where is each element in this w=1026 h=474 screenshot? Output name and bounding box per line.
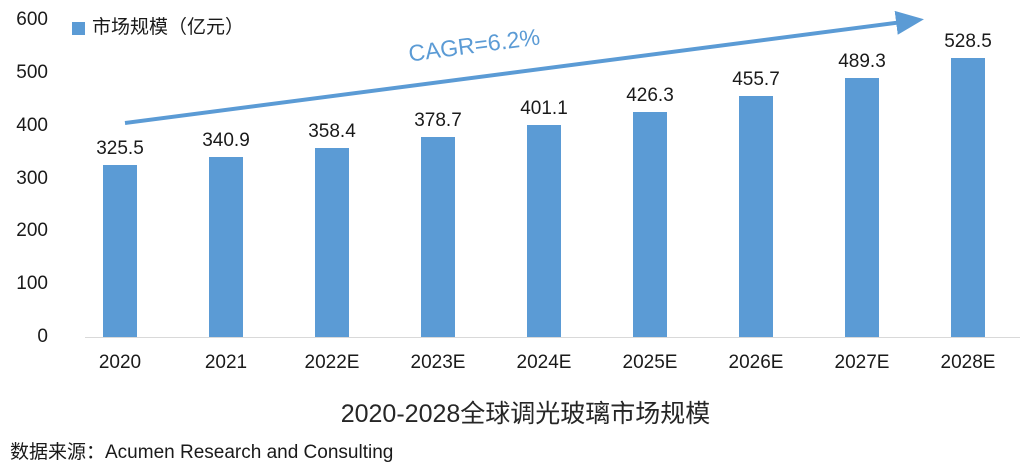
bar (103, 165, 137, 337)
x-axis-tick-label: 2021 (204, 352, 248, 373)
chart-title: 2020-2028全球调光玻璃市场规模 (340, 400, 711, 428)
legend: 市场规模（亿元） (72, 18, 244, 38)
y-axis-tick-label: 300 (16, 167, 48, 189)
x-axis-baseline (85, 337, 1020, 338)
y-axis-tick-label: 500 (16, 61, 48, 83)
bar-value-label: 401.1 (520, 98, 568, 119)
x-axis-tick-label: 2023E (410, 352, 466, 373)
x-axis-tick-label: 2020 (98, 352, 142, 373)
y-axis-tick-label: 200 (16, 220, 48, 242)
x-axis-tick-label: 2025E (622, 352, 678, 373)
y-axis-tick-label: 100 (16, 273, 48, 295)
data-source-note: 数据来源：Acumen Research and Consulting (10, 442, 394, 463)
bar-value-label: 340.9 (202, 130, 250, 151)
bar-value-label: 455.7 (732, 69, 780, 90)
bar-value-label: 489.3 (838, 51, 886, 72)
y-axis-tick-label: 400 (16, 114, 48, 136)
y-axis-tick-label: 0 (37, 326, 48, 347)
bar-value-label: 358.4 (308, 121, 356, 142)
bar (315, 148, 349, 337)
bar (739, 96, 773, 337)
bar (633, 112, 667, 337)
bar-value-label: 325.5 (96, 138, 144, 159)
bar (421, 137, 455, 337)
legend-label: 市场规模（亿元） (92, 17, 245, 38)
bar (527, 125, 561, 337)
cagr-annotation: CAGR=6.2% (406, 23, 542, 67)
bar-value-label: 426.3 (626, 85, 674, 106)
x-axis-tick-label: 2026E (728, 352, 784, 373)
bar-value-label: 378.7 (414, 110, 462, 131)
y-axis-tick-label: 600 (16, 9, 48, 30)
x-axis-tick-label: 2028E (940, 352, 996, 373)
x-axis-tick-label: 2022E (304, 352, 360, 373)
bar-value-label: 528.5 (944, 31, 992, 52)
bar (845, 78, 879, 337)
x-axis-tick-label: 2024E (516, 352, 572, 373)
bar (951, 58, 985, 337)
x-axis-tick-label: 2027E (834, 352, 890, 373)
legend-swatch-icon (72, 21, 85, 35)
bar (209, 157, 243, 337)
